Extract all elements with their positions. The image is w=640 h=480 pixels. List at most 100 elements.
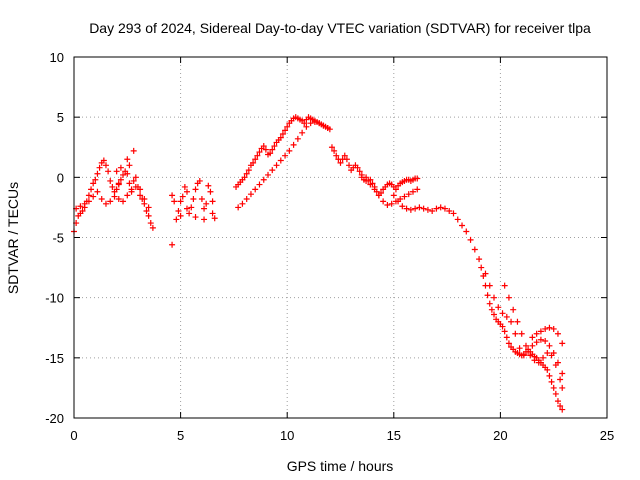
data-point: [117, 164, 124, 171]
data-point: [269, 167, 276, 174]
data-point: [463, 228, 470, 235]
plot-frame: [73, 56, 608, 419]
data-point: [505, 340, 512, 347]
data-point: [77, 203, 84, 210]
data-point: [450, 210, 457, 217]
data-point: [529, 342, 536, 349]
data-point: [90, 180, 97, 187]
data-points: [71, 114, 566, 413]
data-point: [311, 118, 318, 125]
x-tick-label: 25: [600, 428, 614, 443]
data-point: [107, 198, 114, 205]
data-point: [454, 216, 461, 223]
data-point: [535, 359, 542, 366]
data-point: [476, 256, 483, 263]
data-point: [245, 167, 252, 174]
data-point: [554, 398, 561, 405]
data-point: [486, 282, 493, 289]
y-tick-label: -10: [45, 291, 64, 306]
data-point: [190, 195, 197, 202]
data-point: [486, 300, 493, 307]
grid: [74, 57, 607, 418]
y-axis-label: SDTVAR / TECUs: [5, 182, 21, 294]
data-point: [546, 324, 553, 331]
data-point: [137, 186, 144, 193]
data-point: [307, 120, 314, 127]
data-point: [516, 345, 523, 352]
data-point: [273, 162, 280, 169]
data-point: [115, 195, 122, 202]
data-point: [559, 384, 566, 391]
data-point: [533, 330, 540, 337]
data-point: [499, 310, 506, 317]
data-point: [433, 205, 440, 212]
data-point: [491, 294, 498, 301]
y-tick-label: 5: [57, 110, 64, 125]
data-point: [320, 122, 327, 129]
data-point: [527, 352, 534, 359]
data-point: [414, 186, 421, 193]
x-tick-label: 0: [70, 428, 77, 443]
data-point: [126, 162, 133, 169]
data-point: [192, 214, 199, 221]
axis-ticks: 0 5 10 15 20 25 -20 -15 -10 -5 0 5 10: [45, 50, 614, 443]
data-point: [260, 143, 267, 150]
data-point: [169, 241, 176, 248]
data-point: [147, 220, 154, 227]
data-point: [407, 206, 414, 213]
data-point: [354, 164, 361, 171]
data-point: [544, 350, 551, 357]
data-point: [303, 123, 310, 130]
data-point: [205, 182, 212, 189]
data-point: [81, 200, 88, 207]
data-point: [518, 330, 525, 337]
data-point: [267, 150, 274, 157]
data-point: [243, 170, 250, 177]
data-point: [149, 224, 156, 231]
data-point: [559, 406, 566, 413]
data-point: [290, 141, 297, 148]
data-point: [537, 328, 544, 335]
data-point: [120, 171, 127, 178]
data-point: [279, 131, 286, 138]
data-point: [384, 202, 391, 209]
x-tick-label: 15: [387, 428, 401, 443]
data-point: [126, 180, 133, 187]
data-point: [252, 156, 259, 163]
data-point: [420, 205, 427, 212]
data-point: [247, 191, 254, 198]
data-point: [277, 134, 284, 141]
data-point: [559, 340, 566, 347]
data-point: [181, 183, 188, 190]
data-point: [241, 174, 248, 181]
data-point: [262, 146, 269, 153]
data-point: [254, 152, 261, 159]
data-point: [544, 366, 551, 373]
data-point: [557, 376, 564, 383]
data-point: [437, 204, 444, 211]
y-tick-label: -20: [45, 411, 64, 426]
data-point: [416, 204, 423, 211]
data-point: [94, 170, 101, 177]
data-point: [85, 198, 92, 205]
x-axis-label: GPS time / hours: [287, 458, 394, 474]
data-point: [141, 195, 148, 202]
x-tick-label: 20: [493, 428, 507, 443]
data-point: [495, 304, 502, 311]
data-point: [371, 186, 378, 193]
data-point: [363, 177, 370, 184]
data-point: [399, 203, 406, 210]
data-point: [203, 200, 210, 207]
data-point: [358, 174, 365, 181]
data-point: [478, 264, 485, 271]
data-point: [550, 325, 557, 332]
data-point: [186, 210, 193, 217]
data-point: [171, 198, 178, 205]
data-point: [94, 188, 101, 195]
data-point: [508, 318, 515, 325]
data-point: [98, 195, 105, 202]
data-point: [533, 339, 540, 346]
data-point: [412, 205, 419, 212]
data-point: [316, 120, 323, 127]
data-point: [540, 354, 547, 361]
